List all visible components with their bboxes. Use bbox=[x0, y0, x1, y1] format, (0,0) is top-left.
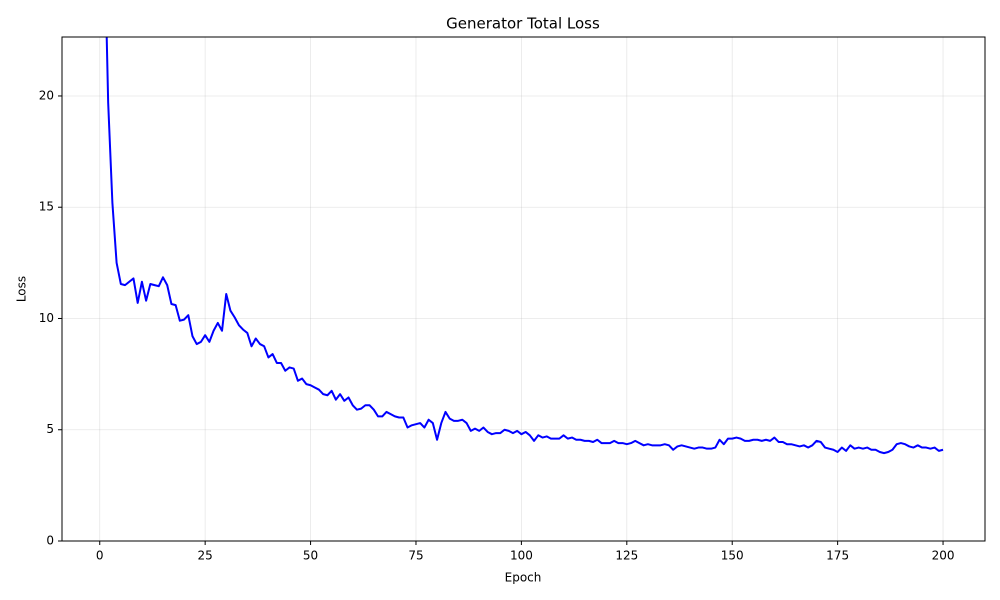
axes-frame bbox=[61, 36, 986, 542]
y-tick-label: 15 bbox=[39, 200, 54, 214]
y-tick-label: 10 bbox=[39, 311, 54, 325]
chart-title: Generator Total Loss bbox=[446, 15, 600, 33]
x-tick-label: 125 bbox=[615, 549, 638, 563]
x-tick-label: 150 bbox=[721, 549, 744, 563]
y-tick-label: 20 bbox=[39, 88, 54, 102]
x-tick-label: 200 bbox=[932, 549, 955, 563]
y-tick-label: 0 bbox=[46, 534, 54, 548]
x-tick-label: 75 bbox=[408, 549, 423, 563]
x-tick-label: 100 bbox=[510, 549, 533, 563]
y-tick-label: 5 bbox=[46, 422, 54, 436]
y-axis-label: Loss bbox=[15, 276, 29, 302]
plot-area bbox=[105, 37, 944, 455]
x-tick-label: 0 bbox=[96, 549, 104, 563]
ticks: 0 25 50 75 100 125 150 175 200 0 5 10 15 20 bbox=[39, 88, 955, 562]
x-axis-label: Epoch bbox=[505, 571, 542, 585]
loss-line bbox=[105, 37, 944, 455]
x-tick-label: 25 bbox=[198, 549, 213, 563]
x-tick-label: 50 bbox=[303, 549, 318, 563]
x-tick-label: 175 bbox=[826, 549, 849, 563]
